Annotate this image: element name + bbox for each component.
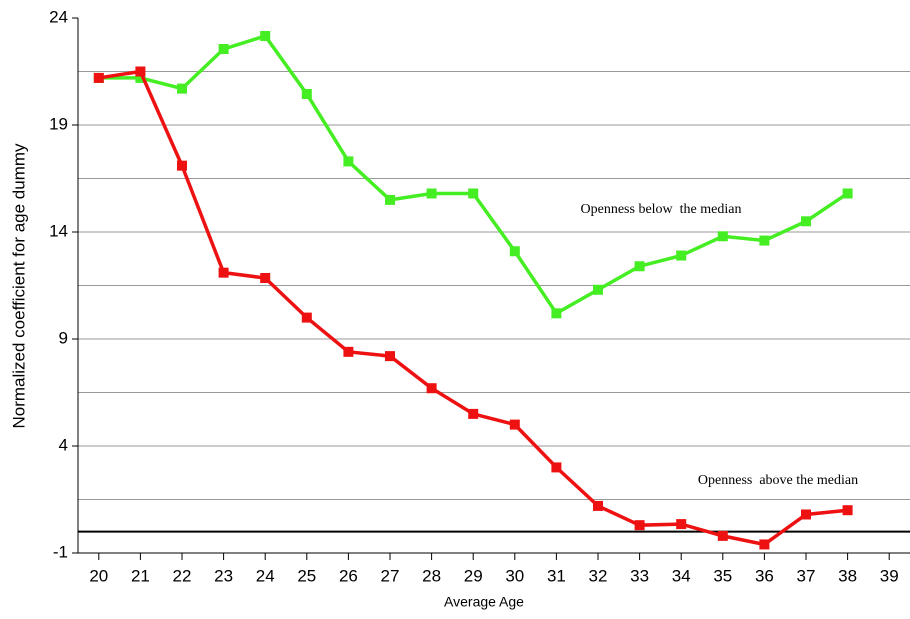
point bbox=[426, 188, 437, 199]
x-tick-label: 31 bbox=[547, 566, 566, 585]
point bbox=[801, 216, 811, 227]
y-tick-label: 19 bbox=[49, 114, 68, 133]
point bbox=[135, 66, 146, 77]
x-tick-label: 37 bbox=[797, 566, 816, 585]
point bbox=[218, 267, 229, 278]
point bbox=[426, 383, 437, 394]
x-tick-label: 24 bbox=[256, 566, 275, 585]
point bbox=[301, 312, 312, 323]
x-tick-label: 21 bbox=[131, 566, 150, 585]
x-tick-label: 25 bbox=[297, 566, 316, 585]
point bbox=[759, 539, 770, 550]
x-tick-label: 20 bbox=[89, 566, 108, 585]
x-tick-label: 32 bbox=[589, 566, 608, 585]
point bbox=[385, 194, 395, 205]
y-tick-label: 14 bbox=[49, 221, 68, 240]
x-tick-label: 28 bbox=[422, 566, 441, 585]
point bbox=[551, 308, 562, 319]
point bbox=[676, 250, 687, 261]
x-tick-label: 39 bbox=[880, 566, 899, 585]
x-tick-label: 29 bbox=[464, 566, 483, 585]
point bbox=[218, 44, 229, 55]
point bbox=[177, 160, 187, 171]
point bbox=[717, 231, 728, 242]
x-tick-label: 30 bbox=[505, 566, 524, 585]
point bbox=[385, 351, 395, 362]
point bbox=[717, 530, 728, 541]
y-tick-label: 24 bbox=[49, 7, 68, 26]
point bbox=[634, 520, 645, 531]
point bbox=[468, 408, 479, 419]
point bbox=[260, 273, 271, 284]
x-tick-label: 23 bbox=[214, 566, 233, 585]
point bbox=[759, 235, 770, 246]
x-tick-label: 36 bbox=[755, 566, 774, 585]
point bbox=[93, 72, 104, 83]
x-axis-label: Average Age bbox=[444, 594, 524, 610]
point bbox=[301, 88, 312, 99]
point bbox=[135, 72, 146, 83]
y-tick-label: 4 bbox=[59, 435, 68, 454]
x-tick-label: 22 bbox=[173, 566, 192, 585]
x-tick-label: 33 bbox=[630, 566, 649, 585]
point bbox=[842, 188, 853, 199]
y-tick-label: 9 bbox=[59, 328, 68, 347]
point bbox=[468, 188, 479, 199]
point bbox=[343, 156, 354, 167]
x-tick-label: 34 bbox=[672, 566, 691, 585]
point bbox=[842, 505, 853, 516]
x-tick-label: 27 bbox=[381, 566, 400, 585]
x-tick-label: 35 bbox=[713, 566, 732, 585]
y-axis-label: Normalized coefficient for age dummy bbox=[9, 143, 28, 429]
series-line bbox=[98, 33, 849, 316]
point bbox=[593, 284, 603, 295]
series-label: Openness above the median bbox=[698, 473, 858, 488]
y-tick-label: -1 bbox=[53, 542, 68, 561]
x-tick-label: 38 bbox=[838, 566, 857, 585]
point bbox=[509, 246, 520, 257]
point bbox=[509, 419, 520, 430]
point bbox=[593, 500, 603, 511]
point bbox=[634, 261, 645, 272]
series-label: Openness below the median bbox=[581, 202, 742, 217]
x-tick-label: 26 bbox=[339, 566, 358, 585]
point bbox=[551, 462, 562, 473]
point bbox=[260, 30, 271, 41]
point bbox=[177, 83, 187, 94]
point bbox=[676, 519, 687, 530]
point bbox=[343, 346, 354, 357]
point bbox=[801, 509, 811, 520]
